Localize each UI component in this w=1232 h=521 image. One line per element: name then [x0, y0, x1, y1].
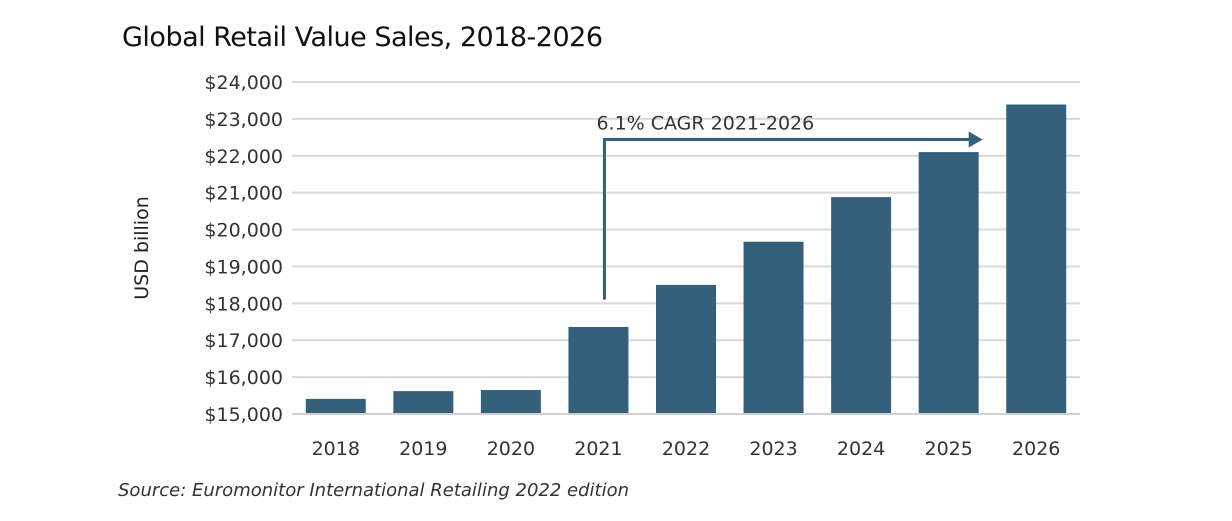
bar-2025	[918, 152, 979, 415]
x-tick-label: 2022	[662, 438, 710, 460]
y-axis-label: USD billion	[131, 196, 153, 299]
bar-2019	[393, 391, 454, 414]
source-note: Source: Euromonitor International Retail…	[118, 480, 630, 501]
x-tick-label: 2019	[399, 438, 447, 460]
y-tick-label: $17,000	[204, 330, 283, 352]
bar-2020	[480, 390, 541, 414]
y-tick-label: $18,000	[204, 293, 283, 315]
cagr-arrowhead-icon	[968, 131, 983, 148]
y-tick-label: $19,000	[204, 256, 283, 278]
x-tick-label: 2024	[837, 438, 885, 460]
y-tick-label: $16,000	[204, 367, 283, 389]
y-tick-label: $23,000	[204, 109, 283, 131]
y-tick-label: $22,000	[204, 146, 283, 168]
bar-2024	[831, 197, 892, 414]
y-tick-label: $20,000	[204, 220, 283, 242]
bar-2023	[743, 241, 804, 414]
y-tick-label: $15,000	[204, 404, 283, 426]
y-tick-label: $24,000	[204, 72, 283, 94]
x-tick-label: 2023	[749, 438, 797, 460]
x-tick-label: 2020	[487, 438, 535, 460]
x-tick-label: 2025	[924, 438, 972, 460]
bar-2018	[305, 398, 366, 414]
x-tick-label: 2026	[1012, 438, 1060, 460]
x-tick-label: 2021	[574, 438, 622, 460]
y-tick-label: $21,000	[204, 183, 283, 205]
bar-2021	[568, 326, 629, 414]
bar-2026	[1006, 104, 1067, 414]
chart-title: Global Retail Value Sales, 2018-2026	[122, 22, 603, 53]
cagr-annotation: 6.1% CAGR 2021-2026	[596, 113, 814, 135]
x-tick-label: 2018	[312, 438, 360, 460]
bar-2022	[656, 284, 716, 414]
cagr-arrow-line	[602, 138, 971, 300]
